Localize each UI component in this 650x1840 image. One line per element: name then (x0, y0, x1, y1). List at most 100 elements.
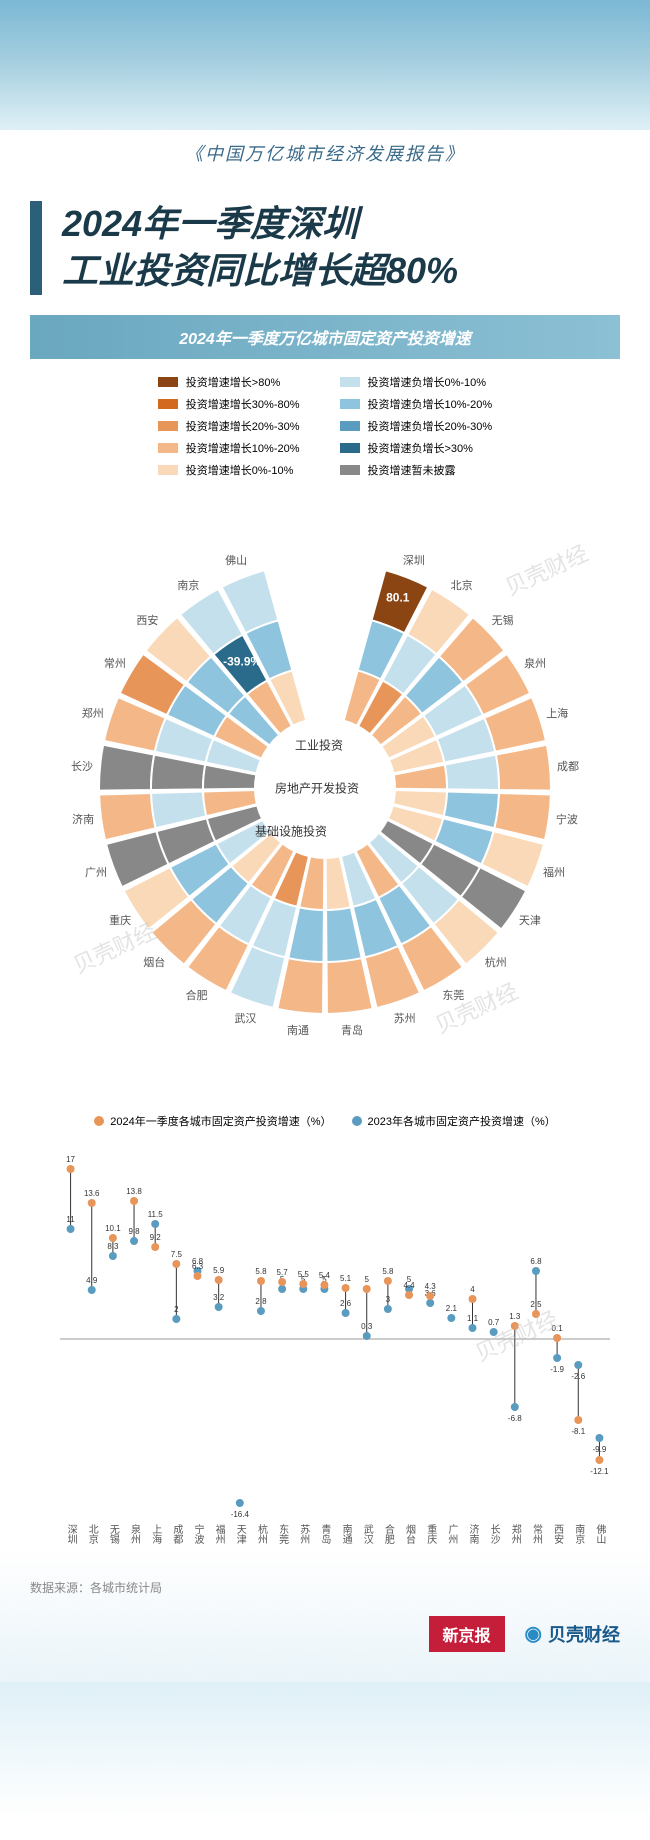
svg-text:深圳: 深圳 (65, 1523, 77, 1543)
svg-text:5.1: 5.1 (340, 1274, 352, 1283)
svg-text:佛山: 佛山 (594, 1522, 606, 1543)
title-line2: 工业投资同比增长超80% (62, 250, 458, 291)
radial-city-label: 北京 (451, 577, 473, 593)
radial-city-label: 泉州 (524, 655, 546, 671)
legend-item: 投资增速负增长10%-20% (340, 396, 493, 412)
svg-text:5.7: 5.7 (277, 1268, 289, 1277)
radial-city-label: 佛山 (225, 552, 247, 568)
svg-text:-9.9: -9.9 (593, 1445, 607, 1454)
svg-text:济南: 济南 (467, 1522, 479, 1543)
radial-city-label: 烟台 (143, 954, 165, 970)
title-line1: 2024年一季度深圳 (62, 203, 358, 244)
dumbbell-legend: 2024年一季度各城市固定资产投资增速（%） 2023年各城市固定资产投资增速（%… (0, 1113, 650, 1129)
radial-city-label: 广州 (85, 864, 107, 880)
svg-text:泉州: 泉州 (129, 1522, 141, 1543)
dumbbell-chart: 11 17 深圳 4.9 13.6 北京 8.3 10.1 无锡 9.8 13.8 泉州 11.5 9.2… (30, 1139, 620, 1559)
radial-city-label: 天津 (519, 912, 541, 928)
radial-city-label: 长沙 (71, 758, 93, 774)
svg-text:重庆: 重庆 (425, 1522, 437, 1544)
svg-text:5.8: 5.8 (255, 1267, 267, 1276)
main-title: 2024年一季度深圳工业投资同比增长超80% (30, 201, 620, 295)
svg-text:烟台: 烟台 (404, 1522, 416, 1544)
svg-text:-2.6: -2.6 (571, 1372, 585, 1381)
radial-legend: 投资增速增长>80% 投资增速增长30%-80% 投资增速增长20%-30% 投资增速… (30, 374, 620, 478)
legend-item: 投资增速暂未披露 (340, 462, 493, 478)
svg-text:合肥: 合肥 (382, 1522, 394, 1544)
svg-text:长沙: 长沙 (488, 1523, 500, 1543)
data-source: 数据来源：各城市统计局 (30, 1579, 620, 1596)
report-title-box: 《中国万亿城市经济发展报告》 (0, 130, 650, 176)
svg-text:福州: 福州 (213, 1522, 225, 1543)
svg-text:11.5: 11.5 (148, 1210, 164, 1219)
svg-text:天津: 天津 (234, 1524, 246, 1545)
svg-text:3: 3 (386, 1295, 391, 1304)
radial-city-label: 东莞 (442, 987, 464, 1003)
svg-text:1.1: 1.1 (467, 1314, 479, 1323)
header-banner (0, 0, 650, 130)
radial-city-label: 郑州 (82, 705, 104, 721)
radial-city-label: 南通 (287, 1022, 309, 1038)
svg-text:2: 2 (174, 1305, 179, 1314)
svg-text:2.1: 2.1 (446, 1304, 458, 1313)
svg-text:上海: 上海 (150, 1523, 162, 1544)
svg-text:10.1: 10.1 (105, 1224, 121, 1233)
radial-city-label: 青岛 (341, 1022, 363, 1038)
svg-text:杭州: 杭州 (255, 1522, 267, 1543)
svg-text:苏州: 苏州 (298, 1522, 310, 1543)
svg-text:北京: 北京 (86, 1523, 98, 1544)
svg-text:0.1: 0.1 (552, 1324, 564, 1333)
ring-label-1: 房地产开发投资 (275, 779, 395, 796)
svg-text:青岛: 青岛 (319, 1522, 331, 1544)
legend-item: 投资增速增长30%-80% (158, 396, 300, 412)
svg-text:4.9: 4.9 (86, 1276, 98, 1285)
legend-item: 投资增速负增长20%-30% (340, 418, 493, 434)
logo-xinjingbao: 新京报 (429, 1616, 505, 1652)
svg-text:4.3: 4.3 (425, 1282, 437, 1291)
svg-text:5.9: 5.9 (213, 1266, 225, 1275)
svg-text:5: 5 (365, 1275, 370, 1284)
svg-text:3.2: 3.2 (213, 1293, 225, 1302)
svg-text:成都: 成都 (171, 1523, 183, 1544)
svg-text:13.8: 13.8 (126, 1187, 142, 1196)
radial-city-label: 深圳 (403, 552, 425, 568)
svg-text:郑州: 郑州 (509, 1522, 521, 1543)
svg-text:5.4: 5.4 (319, 1271, 331, 1280)
radial-chart: 80.1-39.9% 工业投资 房地产开发投资 基础设施投资 深圳北京无锡泉州上… (30, 493, 620, 1083)
svg-text:1.3: 1.3 (509, 1312, 521, 1321)
svg-text:2.6: 2.6 (340, 1299, 352, 1308)
legend-item: 投资增速负增长>30% (340, 440, 493, 456)
svg-text:4: 4 (470, 1285, 475, 1294)
svg-text:-6.8: -6.8 (508, 1414, 522, 1423)
svg-text:7.5: 7.5 (171, 1250, 183, 1259)
radial-city-label: 福州 (543, 864, 565, 880)
svg-text:-39.9%: -39.9% (223, 654, 261, 668)
svg-text:6.8: 6.8 (530, 1257, 542, 1266)
svg-text:9.2: 9.2 (150, 1233, 162, 1242)
radial-city-label: 合肥 (186, 987, 208, 1003)
ring-label-0: 工业投资 (295, 736, 395, 753)
svg-text:南通: 南通 (340, 1522, 352, 1543)
radial-city-label: 杭州 (485, 954, 507, 970)
svg-text:南京: 南京 (573, 1522, 585, 1544)
ring-label-2: 基础设施投资 (255, 822, 395, 839)
footer: 新京报 ◉贝壳财经 (0, 1606, 650, 1682)
radial-city-label: 常州 (104, 655, 126, 671)
svg-text:5.5: 5.5 (298, 1270, 310, 1279)
svg-text:11: 11 (66, 1215, 75, 1224)
svg-text:武汉: 武汉 (361, 1522, 373, 1544)
radial-city-label: 济南 (72, 811, 94, 827)
radial-city-label: 成都 (557, 758, 579, 774)
svg-text:9.8: 9.8 (128, 1227, 140, 1236)
radial-city-label: 苏州 (394, 1010, 416, 1026)
sub-banner: 2024年一季度万亿城市固定资产投资增速 (30, 315, 620, 359)
svg-text:无锡: 无锡 (107, 1524, 119, 1545)
legend-item: 投资增速增长20%-30% (158, 418, 300, 434)
db-legend-item: 2023年各城市固定资产投资增速（%） (352, 1113, 556, 1129)
svg-text:17: 17 (66, 1155, 75, 1164)
svg-text:13.6: 13.6 (84, 1189, 100, 1198)
db-legend-item: 2024年一季度各城市固定资产投资增速（%） (94, 1113, 331, 1129)
svg-text:-8.1: -8.1 (571, 1427, 585, 1436)
svg-text:8.3: 8.3 (107, 1242, 119, 1251)
legend-item: 投资增速增长>80% (158, 374, 300, 390)
radial-city-label: 上海 (546, 705, 568, 721)
